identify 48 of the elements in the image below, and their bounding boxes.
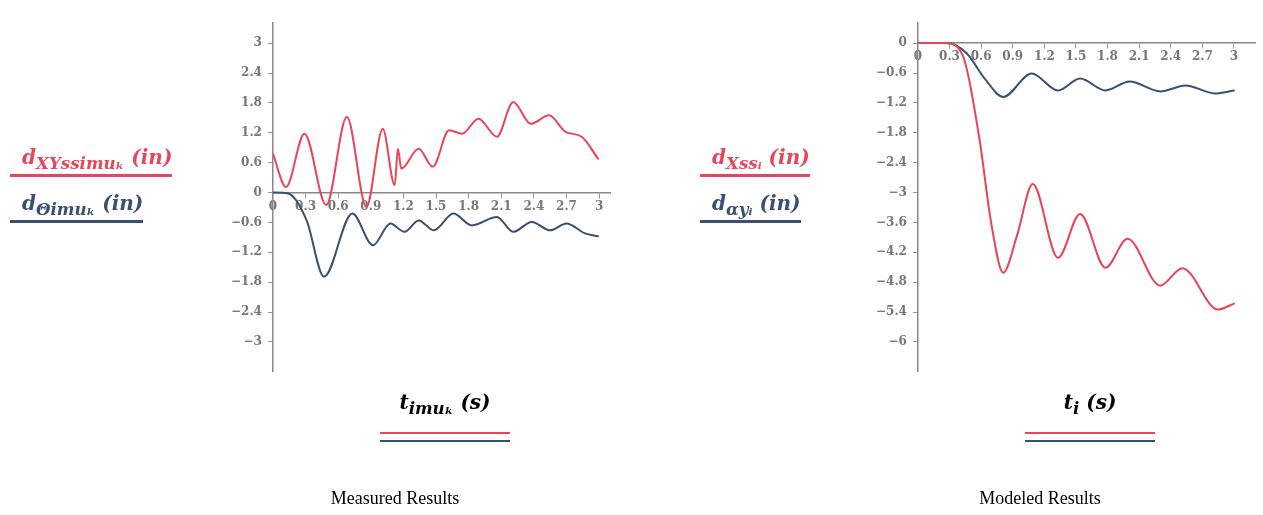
y-tick-label: 2.4 [241,65,262,80]
text: d$_{XYssimuₖ}$ (in) [21,145,173,173]
x-tick-label: 2.4 [523,198,545,213]
x-tick-label: 1.8 [458,198,480,213]
x-tick-label: 1.2 [1033,49,1055,64]
y-tick-label: −3 [243,334,262,349]
x-tick-label: 1.5 [1065,49,1087,64]
y-tick-label: −6 [888,334,907,349]
y-tick-label: −2.4 [230,304,262,319]
y-tick-label: −1.2 [875,95,907,109]
text: d$_{Θimuₖ}$ (in) [21,191,144,219]
y-tick-label: −1.8 [230,274,262,289]
x-tick-label: 2.7 [1191,49,1213,64]
y-tick-label: −1.8 [875,124,907,139]
y-tick-label: −2.4 [875,154,907,169]
x-tick-label: 1.8 [1097,49,1118,64]
y-tick-label: −4.2 [875,244,907,259]
y-tick-label: −3 [888,184,907,199]
x-tick-label: 2.1 [490,198,512,213]
y-tick-label: 0 [898,35,907,50]
y-tick-label: 1.2 [241,124,262,139]
y-tick-label: −4.8 [875,274,907,289]
x-tick-label: 2.7 [556,198,577,213]
y-tick-label: −1.2 [230,244,262,259]
x-tick-label: 0.9 [1002,49,1024,64]
x-tick-label: 2.4 [1160,49,1182,64]
x-tick-label: 3 [1229,49,1239,64]
text: Measured Results [329,488,461,509]
y-tick-label: −0.6 [230,214,262,229]
x-tick-label: 1.2 [392,198,414,213]
y-tick-label: −3.6 [875,214,907,229]
x-tick-label: 3 [594,198,604,213]
y-tick-label: −5.4 [875,304,907,319]
x-tick-label: 0.3 [939,49,960,64]
x-axis-title: t$_{i}$ (s) [1062,390,1118,418]
x-tick-label: 0.6 [327,198,349,213]
y-tick-label: 0.6 [241,154,262,169]
y-tick-label: 0 [253,184,262,199]
y-tick-label: 3 [253,35,262,50]
y-tick-label: 1.8 [241,95,262,109]
x-tick-label: 2.1 [1128,49,1150,64]
x-axis-title: t$_{imuₖ}$ (s) [398,390,492,418]
text: d$_{Xssᵢ}$ (in) [711,145,810,173]
x-tick-label: 1.5 [425,198,447,213]
y-tick-label: −0.6 [875,65,907,80]
x-tick-label: 0.6 [970,49,992,64]
text: Modeled Results [978,488,1102,509]
text: d$_{αyᵢ}$ (in) [711,191,801,219]
